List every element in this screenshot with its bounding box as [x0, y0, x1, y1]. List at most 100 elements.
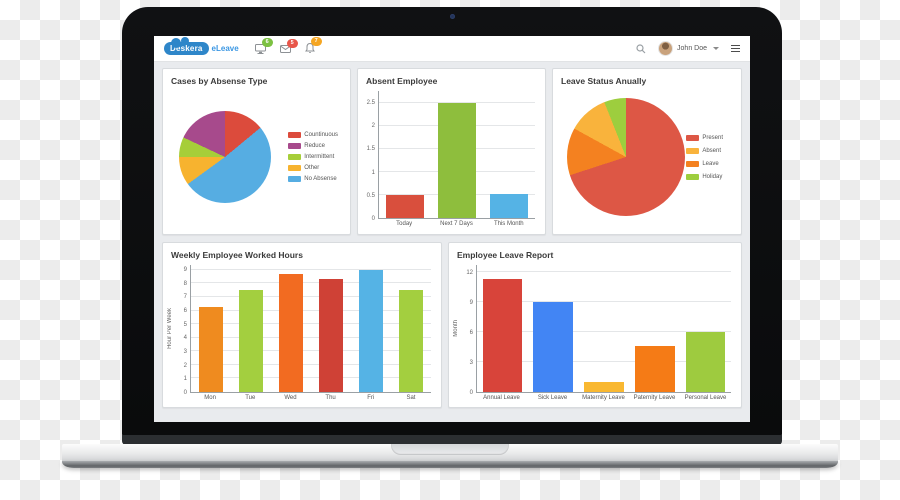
- mail-icon[interactable]: 5: [279, 38, 298, 53]
- laptop-hinge: [122, 435, 782, 445]
- legend-item: Countinuous: [288, 132, 338, 139]
- legend-swatch: [686, 147, 700, 154]
- x-axis-labels: Annual Leave Sick Leave Maternity Leave Pat…: [476, 393, 731, 402]
- legend-label: Other: [304, 165, 320, 172]
- y-tick-label: 2: [183, 362, 187, 369]
- x-axis-label: Today: [396, 221, 413, 228]
- user-menu[interactable]: John Doe: [658, 41, 719, 56]
- bar-this-month: [490, 194, 528, 219]
- bar-slot: [191, 265, 231, 392]
- avatar: [658, 41, 674, 56]
- legend-swatch: [288, 165, 302, 172]
- x-axis-label: Tue: [245, 394, 256, 401]
- messages-icon[interactable]: 6: [254, 37, 273, 54]
- legend-item: Holiday: [686, 173, 723, 180]
- laptop-base-edge: [62, 461, 838, 468]
- gridline: [191, 377, 431, 379]
- legend-swatch: [288, 143, 302, 150]
- card-cases-by-absense-type: Cases by Absense Type Countinuous Reduce I…: [162, 68, 351, 235]
- y-tick-label: 1: [183, 376, 187, 383]
- pie-graphic: [179, 111, 271, 204]
- messages-badge: 6: [261, 37, 273, 47]
- dashboard: Cases by Absense Type Countinuous Reduce I…: [154, 62, 750, 422]
- y-axis-title: Hour Per Week: [167, 308, 173, 350]
- bar-slot: [351, 265, 391, 392]
- y-axis: 0 0.5 1 1.5 2 2.5: [362, 91, 378, 223]
- y-tick-label: 7: [183, 294, 187, 301]
- card-title: Leave Status Anually: [561, 76, 647, 86]
- bar-wed: [279, 273, 303, 392]
- card-title: Cases by Absense Type: [171, 76, 268, 86]
- bar-chart-weekly-worked-hours: Hour Per Week 0 1 2 3 4 5 6 7 8 9 Mon Tue Wed Thu Fri…: [167, 264, 431, 403]
- legend-label: No Absense: [304, 176, 337, 183]
- card-employee-leave-report: Employee Leave Report Month 0 3 6 9 12 Annua…: [448, 241, 742, 408]
- plot-area: [378, 91, 535, 220]
- gridline: [379, 101, 535, 103]
- legend-item: Present: [686, 134, 723, 141]
- y-tick-label: 2.5: [366, 99, 375, 106]
- bar-slot: [579, 265, 630, 392]
- dashboard-row-bottom: Weekly Employee Worked Hours Hour Per We…: [162, 241, 742, 408]
- search-icon[interactable]: [636, 43, 646, 54]
- gridline: [191, 363, 431, 365]
- x-axis-label: Wed: [284, 394, 297, 401]
- legend-swatch: [686, 173, 700, 180]
- hamburger-menu-icon[interactable]: [731, 44, 740, 53]
- pie-chart-leave-status-anually: Present Absent Leave Holiday: [553, 87, 741, 234]
- card-absent-employee: Absent Employee 0 0.5 1 1.5 2 2.5 Today Next 7…: [357, 68, 546, 235]
- gridline: [191, 336, 431, 338]
- y-tick-label: 9: [183, 266, 187, 273]
- legend-label: Intermittent: [304, 154, 335, 161]
- gridline: [191, 323, 431, 325]
- y-tick-label: 3: [183, 348, 187, 355]
- bar-fri: [359, 269, 383, 392]
- bar-slot: [231, 265, 271, 392]
- bar-chart-employee-leave-report: Month 0 3 6 9 12 Annual Leave Sick Leave Mater…: [453, 264, 731, 403]
- y-axis: 0 1 2 3 4 5 6 7 8 9: [174, 265, 190, 396]
- y-tick-label: 12: [466, 269, 473, 276]
- y-tick-label: 8: [183, 280, 187, 287]
- legend-swatch: [686, 160, 700, 167]
- bar-slot: [391, 265, 431, 392]
- bell-icon[interactable]: 7: [304, 37, 322, 54]
- legend-label: Absent: [702, 147, 721, 154]
- bar-slot: [271, 265, 311, 392]
- card-title: Weekly Employee Worked Hours: [171, 249, 303, 260]
- x-axis-label: Next 7 Days: [440, 221, 473, 228]
- bar-slot: [431, 91, 483, 219]
- bar-slot: [311, 265, 351, 392]
- y-tick-label: 5: [183, 321, 187, 328]
- legend-item: Intermittent: [288, 154, 338, 161]
- x-axis-label: Paternity Leave: [633, 394, 676, 401]
- y-tick-label: 1.5: [366, 146, 375, 153]
- legend-item: Other: [288, 165, 338, 172]
- x-axis-label: Personal Leave: [684, 394, 727, 401]
- y-tick-label: 6: [469, 329, 473, 336]
- bar-annual-leave: [482, 279, 523, 392]
- deskera-cloud-logo: Deskera: [164, 37, 209, 55]
- bars: [477, 265, 731, 392]
- pie-chart-cases-by-absense-type: Countinuous Reduce Intermittent Other No Abs…: [163, 87, 350, 234]
- x-axis-labels: Today Next 7 Days This Month: [378, 219, 535, 228]
- bar-sick-leave: [533, 302, 573, 392]
- y-tick-label: 0.5: [366, 192, 375, 199]
- deskera-logo[interactable]: Deskera eLeave: [164, 37, 239, 55]
- bar-slot: [528, 265, 579, 392]
- legend-label: Reduce: [304, 143, 325, 150]
- y-tick-label: 0: [371, 216, 375, 223]
- laptop-screen: Deskera eLeave 6 5 7: [154, 36, 750, 422]
- y-tick-label: 3: [469, 359, 473, 366]
- y-tick-label: 9: [469, 299, 473, 306]
- laptop-lid: Deskera eLeave 6 5 7: [122, 7, 782, 437]
- gridline: [477, 331, 731, 333]
- card-leave-status-anually: Leave Status Anually Present Absent Leave H…: [552, 68, 742, 235]
- gridline: [191, 296, 431, 298]
- caret-down-icon: [713, 47, 719, 50]
- gridline: [477, 360, 731, 362]
- gridline: [477, 271, 731, 273]
- header-icons: 6 5 7: [254, 37, 322, 54]
- legend-item: Leave: [686, 160, 723, 167]
- x-axis-label: Thu: [325, 394, 336, 401]
- legend-label: Leave: [702, 160, 719, 167]
- legend-label: Present: [702, 134, 723, 141]
